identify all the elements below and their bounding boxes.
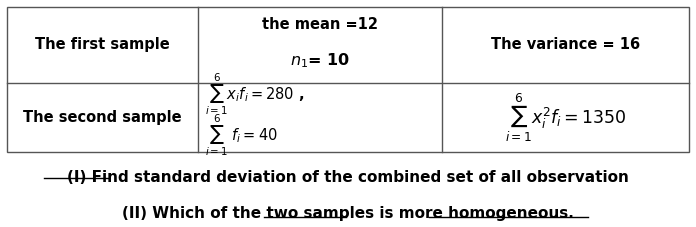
Text: (II) Which of the two samples is more homogeneous.: (II) Which of the two samples is more ho… bbox=[122, 206, 574, 221]
Text: The first sample: The first sample bbox=[35, 37, 170, 52]
Text: (I) Find standard deviation of the combined set of all observation: (I) Find standard deviation of the combi… bbox=[67, 170, 629, 185]
Text: $\sum_{i=1}^{6} x_i^2 f_i = 1350$: $\sum_{i=1}^{6} x_i^2 f_i = 1350$ bbox=[505, 91, 626, 144]
Text: $\boldsymbol{n_1}$= 10: $\boldsymbol{n_1}$= 10 bbox=[290, 51, 350, 70]
Text: $\sum_{i=1}^{6} x_i f_i = 280$ ,: $\sum_{i=1}^{6} x_i f_i = 280$ , bbox=[205, 72, 305, 117]
Text: The second sample: The second sample bbox=[24, 110, 182, 125]
Text: $\sum_{i=1}^{6}\ f_i = 40$: $\sum_{i=1}^{6}\ f_i = 40$ bbox=[205, 113, 278, 158]
Text: The variance = 16: The variance = 16 bbox=[491, 37, 640, 52]
Text: the mean =12: the mean =12 bbox=[262, 17, 378, 32]
